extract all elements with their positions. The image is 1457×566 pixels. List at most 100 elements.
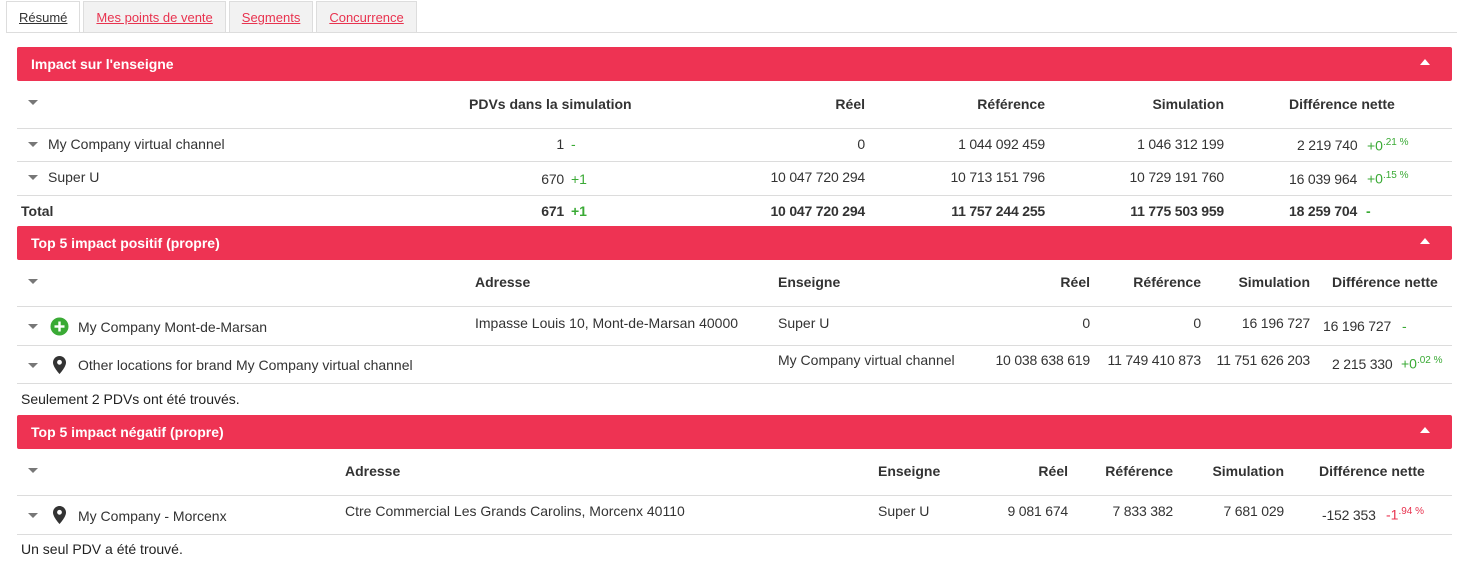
header-reference: Référence — [1133, 274, 1201, 290]
row-diff: -152 353 — [1322, 507, 1376, 523]
row-reel: 10 047 720 294 — [770, 169, 865, 185]
row-name: Other locations for brand My Company vir… — [78, 357, 413, 373]
header-simulation: Simulation — [1212, 463, 1284, 479]
row-adresse: Impasse Louis 10, Mont-de-Marsan 40000 — [475, 315, 739, 331]
row-pdvs-delta: +1 — [571, 171, 587, 187]
row-simulation: 16 196 727 — [1241, 315, 1310, 331]
header-diff: Différence nette — [1332, 274, 1438, 290]
total-pdvs: 671 — [541, 203, 564, 219]
header-enseigne: Enseigne — [778, 274, 841, 290]
impact-panel-title: Impact sur l'enseigne — [31, 56, 174, 72]
row-pdvs-delta: - — [571, 136, 576, 152]
top-positive-panel-title: Top 5 impact positif (propre) — [31, 235, 220, 251]
row-reel: 0 — [1082, 315, 1090, 331]
row-diff-delta: - — [1402, 318, 1407, 334]
table-row[interactable]: My Company - Morcenx Ctre Commercial Les… — [17, 496, 1452, 535]
total-reference: 11 757 244 255 — [951, 203, 1045, 219]
expand-caret-icon[interactable] — [28, 324, 38, 329]
impact-panel-header[interactable]: Impact sur l'enseigne — [17, 47, 1452, 81]
row-diff: 16 196 727 — [1323, 318, 1392, 334]
header-reference: Référence — [977, 96, 1045, 112]
header-reel: Réel — [1060, 274, 1090, 290]
row-simulation: 1 046 312 199 — [1137, 136, 1224, 152]
tab-mes-points-de-vente[interactable]: Mes points de vente — [83, 1, 226, 32]
expand-caret-icon[interactable] — [28, 175, 38, 180]
expand-caret-icon[interactable] — [28, 142, 38, 147]
total-diff: 18 259 704 — [1289, 203, 1358, 219]
header-adresse: Adresse — [475, 274, 531, 290]
plus-circle-icon — [50, 317, 69, 336]
sort-caret-icon[interactable] — [28, 279, 38, 284]
table-row[interactable]: Other locations for brand My Company vir… — [17, 346, 1452, 384]
row-diff: 2 219 740 — [1297, 137, 1358, 153]
total-diff-delta: - — [1366, 203, 1371, 219]
header-diff: Différence nette — [1289, 96, 1395, 112]
table-row[interactable]: My Company Mont-de-Marsan Impasse Louis … — [17, 307, 1452, 346]
collapse-caret-icon[interactable] — [1420, 427, 1430, 433]
top-negative-panel-title: Top 5 impact négatif (propre) — [31, 424, 224, 440]
expand-caret-icon[interactable] — [28, 513, 38, 518]
row-diff-pct: -1.94 % — [1386, 506, 1425, 523]
row-reel: 9 081 674 — [1007, 503, 1069, 519]
total-row: Total 671 +1 10 047 720 294 11 757 244 2… — [17, 196, 1452, 226]
sort-caret-icon[interactable] — [28, 468, 38, 473]
header-enseigne: Enseigne — [878, 463, 941, 479]
collapse-caret-icon[interactable] — [1420, 238, 1430, 244]
collapse-caret-icon[interactable] — [1420, 59, 1430, 65]
tab-segments[interactable]: Segments — [228, 1, 314, 32]
total-pdvs-delta: +1 — [571, 203, 587, 219]
row-reel: 10 038 638 619 — [995, 352, 1090, 368]
row-pdvs: 1 — [556, 136, 564, 152]
map-pin-icon — [53, 506, 66, 524]
total-simulation: 11 775 503 959 — [1130, 203, 1224, 219]
row-diff-pct: +0.02 % — [1401, 355, 1443, 372]
row-enseigne: My Company virtual channel — [778, 352, 955, 368]
row-simulation: 10 729 191 760 — [1129, 169, 1224, 185]
row-diff: 16 039 964 — [1289, 171, 1358, 187]
row-simulation: 7 681 029 — [1223, 503, 1285, 519]
map-pin-icon — [53, 356, 66, 374]
top-positive-panel-header[interactable]: Top 5 impact positif (propre) — [17, 226, 1452, 260]
row-reference: 11 749 410 873 — [1107, 352, 1202, 368]
row-enseigne: Super U — [778, 315, 830, 331]
total-reel: 10 047 720 294 — [770, 203, 865, 219]
sort-caret-icon[interactable] — [28, 100, 38, 105]
row-name: My Company - Morcenx — [78, 508, 227, 524]
top-negative-table-header: Adresse Enseigne Réel Référence Simulati… — [17, 449, 1452, 496]
top-negative-panel-header[interactable]: Top 5 impact négatif (propre) — [17, 415, 1452, 449]
top-negative-note: Un seul PDV a été trouvé. — [21, 541, 183, 557]
total-label: Total — [21, 203, 54, 219]
header-simulation: Simulation — [1152, 96, 1224, 112]
table-row[interactable]: Super U 670 +1 10 047 720 294 10 713 151… — [17, 162, 1452, 196]
tab-divider — [6, 32, 1457, 33]
row-name: My Company Mont-de-Marsan — [78, 319, 268, 335]
table-row[interactable]: My Company virtual channel 1 - 0 1 044 0… — [17, 129, 1452, 162]
tab-resume[interactable]: Résumé — [6, 1, 81, 33]
header-pdvs: PDVs dans la simulation — [469, 96, 632, 112]
row-diff-pct: +0.21 % — [1367, 137, 1409, 154]
row-simulation: 11 751 626 203 — [1216, 352, 1311, 368]
row-enseigne: Super U — [878, 503, 930, 519]
header-reel: Réel — [1038, 463, 1068, 479]
expand-caret-icon[interactable] — [28, 363, 38, 368]
tab-concurrence[interactable]: Concurrence — [316, 1, 417, 32]
header-adresse: Adresse — [345, 463, 401, 479]
row-reel: 0 — [857, 136, 865, 152]
impact-table-header: PDVs dans la simulation Réel Référence S… — [17, 82, 1452, 129]
top-positive-table-header: Adresse Enseigne Réel Référence Simulati… — [17, 260, 1452, 307]
header-reference: Référence — [1105, 463, 1173, 479]
header-reel: Réel — [835, 96, 865, 112]
row-name: Super U — [48, 169, 100, 185]
row-reference: 10 713 151 796 — [950, 169, 1045, 185]
row-adresse: Ctre Commercial Les Grands Carolins, Mor… — [345, 503, 685, 519]
row-diff: 2 215 330 — [1332, 356, 1393, 372]
row-name: My Company virtual channel — [48, 136, 225, 152]
row-reference: 0 — [1193, 315, 1201, 331]
header-simulation: Simulation — [1238, 274, 1310, 290]
row-reference: 1 044 092 459 — [958, 136, 1045, 152]
row-pdvs: 670 — [541, 171, 564, 187]
header-diff: Différence nette — [1319, 463, 1425, 479]
row-reference: 7 833 382 — [1112, 503, 1174, 519]
row-diff-pct: +0.15 % — [1367, 170, 1409, 187]
tab-bar: Résumé Mes points de vente Segments Conc… — [6, 1, 420, 33]
